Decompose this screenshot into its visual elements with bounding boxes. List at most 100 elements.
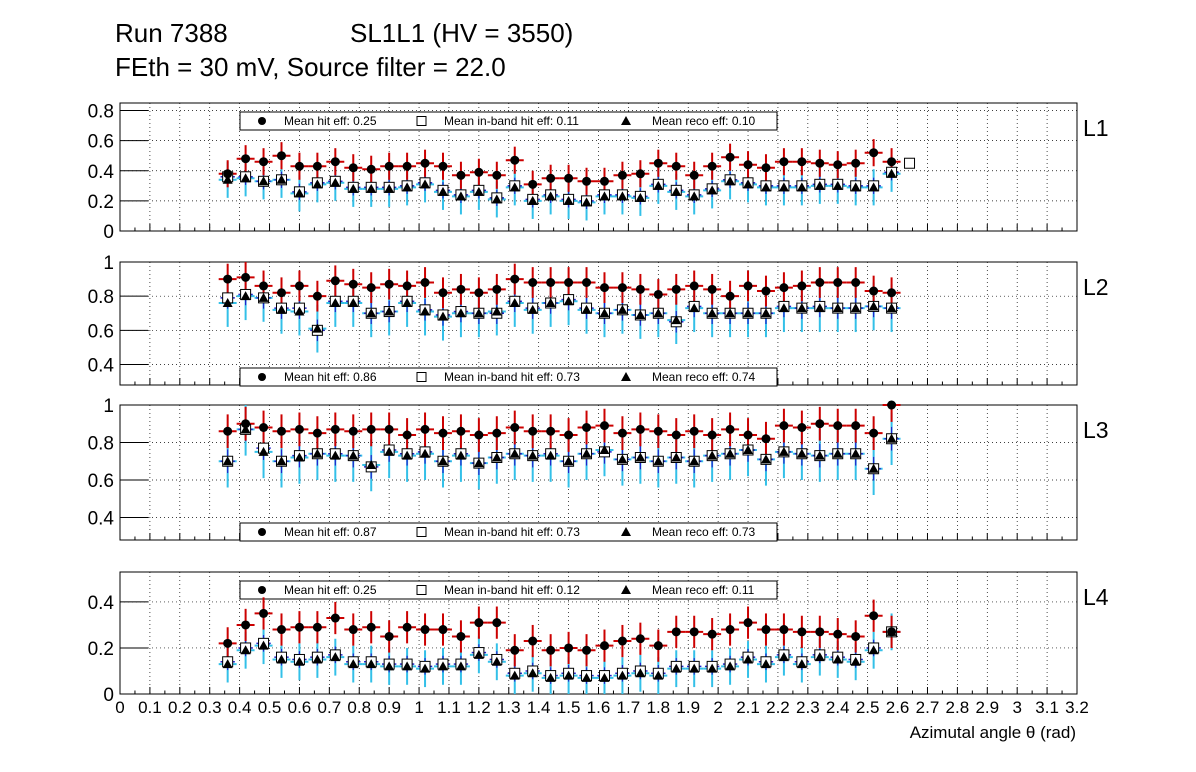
hit-marker [402,430,412,440]
hit-marker [474,618,484,628]
reco-marker [707,450,718,460]
reco-marker [671,452,682,462]
reco-marker [384,183,395,193]
reco-marker [330,652,341,662]
hit-marker [546,426,556,436]
hit-marker [653,289,663,299]
legend-marker-reco [621,585,631,594]
reco-marker [437,456,448,466]
hit-marker [259,608,269,618]
hit-marker [689,627,699,637]
hit-marker [689,426,699,436]
hit-marker [869,428,879,438]
reco-marker [653,456,664,466]
reco-marker [330,177,341,187]
hit-marker [797,627,807,637]
y-tick-label: 0.4 [88,509,115,530]
reco-marker [832,654,843,664]
hit-marker [384,279,394,289]
y-tick-label: 0 [103,222,114,243]
legend-marker-hit [258,528,266,536]
reco-marker [294,656,305,666]
hit-marker [223,638,233,648]
reco-marker [850,656,861,666]
hit-marker [779,625,789,635]
hit-marker [635,634,645,644]
reco-marker [689,303,700,313]
hit-marker [887,157,897,167]
hit-marker [887,627,897,637]
reco-marker [850,448,861,458]
reco-marker [868,301,879,311]
hit-marker [599,421,609,431]
reco-marker [725,448,736,458]
y-tick-label: 0.8 [88,434,114,455]
hit-marker [815,278,825,287]
reco-marker [814,450,825,460]
reco-marker [850,182,861,192]
reco-marker [814,180,825,190]
reco-marker [473,308,484,318]
panel-label: L3 [1083,417,1109,443]
legend-marker-reco [621,116,631,125]
reco-marker [743,654,754,664]
reco-marker [366,308,377,318]
hit-marker [492,618,502,628]
hit-marker [869,286,879,296]
hit-marker [492,428,502,438]
legend-box [239,522,778,542]
legend-marker-reco [621,527,631,536]
y-tick-label: 0.8 [88,102,114,123]
y-tick-label: 0.4 [88,162,115,183]
hit-marker [599,641,609,651]
reco-marker [545,672,556,682]
reco-marker [545,298,556,307]
reco-marker [581,304,592,314]
reco-marker [707,308,718,318]
reco-marker [778,182,789,192]
hit-marker [348,426,358,436]
hit-marker [617,283,627,293]
hit-marker [617,636,627,646]
x-tick-label: 1.4 [527,698,551,717]
reco-marker [743,308,754,318]
reco-marker [653,670,664,680]
reco-marker [563,195,574,205]
hit-marker [528,278,538,287]
y-tick-label: 0.2 [88,192,114,213]
hit-marker [366,622,376,632]
legend-label-inband: Mean in-band hit eff: 0.12 [444,583,580,597]
reco-marker [455,661,466,671]
x-tick-label: 0.8 [347,698,371,717]
hit-marker [761,163,771,173]
reco-marker [599,672,610,682]
reco-marker [689,191,700,201]
x-tick-label: 3 [1012,698,1021,717]
reco-marker [491,452,502,462]
hit-marker [797,423,807,432]
reco-marker [868,463,879,473]
panel-label: L1 [1083,115,1109,141]
hit-marker [420,424,430,434]
hit-marker [582,423,592,432]
panel-label: L4 [1083,584,1109,610]
reco-marker [312,448,323,458]
legend-box [239,580,778,600]
chamber-title: SL1L1 (HV = 3550) [350,18,574,48]
reco-marker [276,654,287,664]
reco-marker [509,298,520,307]
reco-marker [671,186,682,196]
reco-marker [402,661,413,671]
x-tick-label: 0.9 [377,698,401,717]
panel-label: L2 [1083,274,1109,300]
reco-marker [599,191,610,201]
x-tick-label: 1.3 [497,698,521,717]
legend-marker-hit [258,586,266,594]
hit-marker [599,283,609,293]
hit-marker [241,419,251,429]
hit-marker [474,288,484,298]
legend-marker-reco [621,372,631,381]
reco-marker [312,179,323,189]
reco-marker [760,454,771,464]
hit-marker [815,627,825,637]
